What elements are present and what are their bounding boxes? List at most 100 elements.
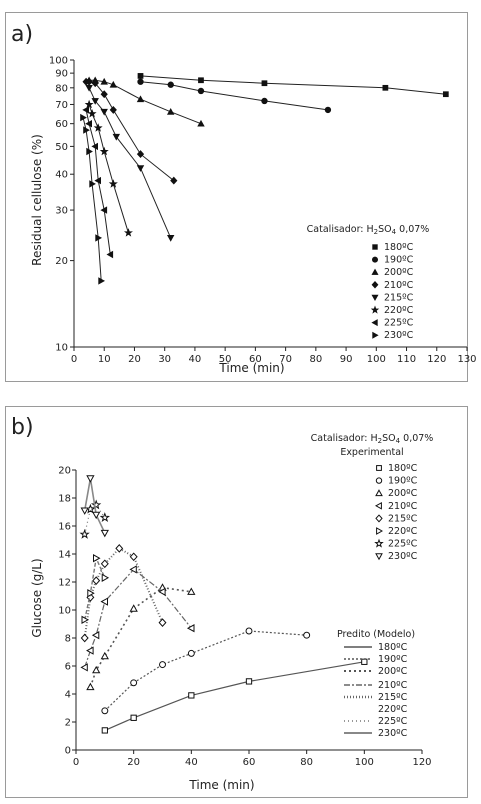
panel-a-y-tick-label: 60 — [55, 119, 68, 130]
panel-a-point-225-c — [85, 119, 92, 128]
panel-b-point-190-c — [159, 661, 166, 669]
panel-b-model-curve-190-c — [104, 630, 307, 712]
panel-a-point-230-c — [95, 234, 103, 242]
panel-b-point-220-c — [93, 554, 101, 563]
panel-a-legend-marker-180-c — [372, 244, 378, 250]
panel-a-legend-label-180-c: 180ºC — [384, 242, 414, 253]
panel-b-point-215-c — [80, 633, 89, 643]
panel-a-x-tick-label: 40 — [189, 354, 202, 365]
panel-b-model-curve-180-c — [104, 661, 365, 731]
panel-a-point-230-c — [83, 126, 90, 134]
panel-a-x-axis-title: Time (min) — [218, 361, 284, 375]
panel-a-point-180-c — [382, 84, 389, 91]
panel-b-frame — [5, 406, 468, 798]
panel-b-point-210-c — [158, 587, 166, 596]
panel-a-point-180-c — [261, 80, 268, 87]
panel-b-legend-model-label-220-c: 220ºC — [378, 704, 408, 715]
panel-a-point-180-c — [198, 77, 204, 84]
panel-a-point-230-c — [80, 113, 87, 122]
panel-b-x-axis-title: Time (min) — [188, 778, 254, 792]
panel-a-trend-line-200-c — [89, 79, 202, 125]
panel-b-legend-model-label-230-c: 230ºC — [378, 728, 408, 739]
panel-a-point-210-c — [136, 150, 145, 159]
panel-a-point-200-c — [166, 107, 175, 115]
panel-a-legend-marker-210-c — [371, 281, 379, 289]
panel-b-point-215-c — [115, 544, 124, 553]
panel-b-y-tick-label: 4 — [65, 690, 71, 701]
panel-b-y-tick-label: 16 — [58, 522, 71, 533]
panel-b-model-curve-230-c — [83, 478, 106, 534]
panel-b-point-225-c — [99, 512, 111, 523]
panel-a-point-230-c — [98, 277, 106, 285]
panel-a-y-axis-title: Residual cellulose (%) — [30, 134, 44, 266]
panel-a-x-tick-label: 100 — [367, 354, 386, 365]
panel-a-legend-marker-220-c — [370, 305, 380, 314]
panel-b-y-tick-label: 8 — [65, 634, 71, 645]
panel-a-point-220-c — [84, 99, 94, 109]
panel-b-point-180-c — [245, 678, 253, 685]
panel-a-x-tick-label: 20 — [128, 354, 141, 365]
panel-a-point-190-c — [197, 87, 205, 95]
panel-a-legend-label-220-c: 220ºC — [384, 305, 414, 316]
panel-b-x-tick-label: 80 — [300, 757, 313, 768]
panel-b-point-210-c — [100, 597, 108, 606]
panel-a-point-225-c — [106, 250, 114, 259]
panel-a-point-210-c — [170, 176, 178, 185]
panel-a-trend-line-230-c — [82, 117, 102, 281]
panel-a-point-225-c — [94, 176, 101, 185]
panel-a-x-tick-label: 80 — [309, 354, 322, 365]
panel-a-point-215-c — [112, 133, 121, 141]
panel-a-frame — [5, 12, 468, 382]
panel-a-legend-marker-190-c — [371, 256, 378, 263]
panel-b-legend-label-230-c: 230ºC — [388, 551, 418, 562]
panel-b-point-215-c — [92, 576, 101, 585]
panel-b-legend-model-label-200-c: 200ºC — [378, 666, 408, 677]
panel-a-point-215-c — [136, 165, 145, 172]
panel-b-legend-marker-190-c — [375, 477, 383, 484]
panel-b-x-tick-label: 120 — [412, 757, 431, 768]
panel-a-x-tick-label: 70 — [279, 354, 292, 365]
panel-b-point-200-c — [100, 651, 109, 660]
panel-a-point-230-c — [89, 180, 96, 188]
panel-b-legend-marker-210-c — [374, 501, 382, 510]
panel-a-point-180-c — [442, 91, 449, 98]
panel-a-point-230-c — [86, 147, 93, 156]
panel-a-trend-line-180-c — [140, 75, 446, 95]
panel-a-y-tick-label: 80 — [55, 83, 68, 94]
panel-a-point-215-c — [166, 235, 175, 242]
panel-a-point-225-c — [82, 106, 89, 114]
panel-a-point-215-c — [85, 85, 93, 92]
panel-a-legend-marker-225-c — [371, 319, 378, 327]
panel-b-legend-title-prefix: Catalisador: H — [311, 433, 378, 444]
panel-a-point-200-c — [197, 119, 205, 127]
panel-a-point-190-c — [261, 97, 268, 105]
panel-a-plot: 0 10 20 30 40 50 60 70 80 90 100 110 120 130102030405… — [49, 56, 477, 366]
panel-b-point-180-c — [361, 658, 368, 665]
panel-b-point-220-c — [81, 615, 90, 624]
panel-a-point-190-c — [167, 81, 174, 88]
panel-b-y-tick-label: 20 — [58, 466, 71, 477]
panel-b-model-curve-210-c — [84, 568, 192, 668]
panel-b-point-210-c — [129, 565, 137, 574]
panel-a-x-tick-label: 60 — [249, 354, 262, 365]
panel-a-point-220-c — [108, 179, 118, 188]
panel-a-y-tick-label: 90 — [55, 69, 68, 80]
panel-a-point-210-c — [100, 90, 108, 99]
panel-b-legend-label-225-c: 225ºC — [388, 539, 418, 550]
panel-b-legend-marker-225-c — [374, 538, 384, 548]
panel-a-point-200-c — [136, 95, 145, 103]
panel-a-legend-label-190-c: 190ºC — [384, 255, 414, 266]
panel-b-point-230-c — [86, 475, 95, 483]
panel-b-point-200-c — [129, 604, 138, 612]
panel-b-legend-title-suffix: 0,07% — [400, 433, 433, 444]
panel-b-y-tick-label: 6 — [65, 662, 71, 673]
panel-b-legend-title: Catalisador: H2SO4 0,07% — [311, 433, 434, 445]
panel-a-y-tick-label: 10 — [55, 343, 68, 354]
panel-a-y-tick-label: 20 — [55, 256, 68, 267]
panel-b-legend-marker-220-c — [376, 527, 384, 535]
panel-b-model-curve-200-c — [89, 586, 192, 688]
panel-b-legend-marker-200-c — [375, 489, 383, 497]
panel-a-y-tick-label: 70 — [55, 100, 68, 111]
panel-b-y-tick-label: 14 — [58, 550, 71, 561]
panel-b-point-190-c — [101, 707, 109, 715]
